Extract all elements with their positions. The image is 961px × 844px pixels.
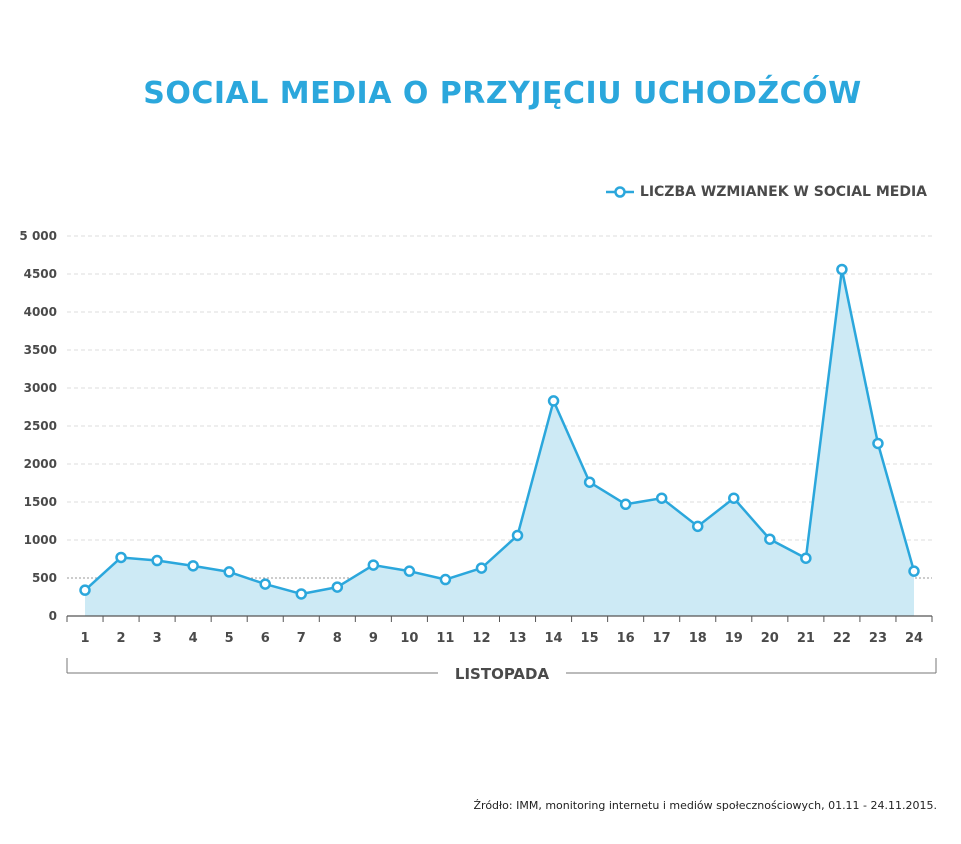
source-note: Źródło: IMM, monitoring internetu i medi… [473, 799, 937, 812]
y-tick-label: 3000 [24, 381, 57, 395]
chart-title: SOCIAL MEDIA O PRZYJĘCIU UCHODŹCÓW [143, 76, 862, 111]
x-tick-label: 11 [436, 631, 454, 646]
x-tick-label: 13 [508, 631, 526, 646]
data-point [295, 588, 308, 600]
x-tick-label: 5 [225, 631, 234, 646]
data-point [764, 533, 776, 545]
x-tick-label: 23 [869, 631, 887, 646]
x-tick-label: 2 [117, 631, 126, 646]
data-points [79, 263, 920, 600]
data-point [800, 552, 812, 564]
data-point [908, 565, 920, 577]
x-tick-label: 12 [472, 631, 490, 646]
x-tick-label: 16 [617, 631, 635, 646]
legend-line-marker-icon [605, 186, 634, 198]
x-tick-label: 17 [653, 631, 671, 646]
data-point [367, 559, 380, 571]
data-point [619, 498, 632, 511]
x-tick-label: 1 [80, 631, 89, 646]
x-tick-label: 14 [545, 631, 563, 646]
x-tick-label: 21 [797, 631, 815, 646]
area-fill-layer [85, 269, 914, 616]
x-tick-label: 19 [725, 631, 743, 646]
x-axis [66, 615, 933, 622]
grid-lines [67, 235, 932, 579]
y-tick-label: 0 [49, 609, 57, 623]
y-tick-label: 4000 [24, 305, 57, 319]
x-axis-label: LISTOPADA [455, 665, 550, 683]
y-tick-label: 1500 [24, 495, 57, 509]
x-tick-label: 18 [689, 631, 707, 646]
chart-legend: LICZBA WZMIANEK W SOCIAL MEDIA [605, 184, 927, 200]
y-tick-label: 4500 [24, 267, 57, 281]
data-point [475, 562, 488, 574]
y-axis-ticks: 0 500 1000 1500 2000 2500 3000 3500 4000 4500 5 00… [19, 229, 57, 623]
y-tick-label: 2500 [24, 419, 57, 433]
data-point [79, 584, 91, 596]
x-tick-label: 8 [333, 631, 342, 646]
data-point [187, 560, 199, 572]
y-tick-label: 2000 [24, 457, 57, 471]
data-point [728, 492, 740, 504]
x-tick-label: 10 [400, 631, 418, 646]
series-area [85, 269, 914, 616]
x-axis-ticks: 1 2 3 4 5 6 7 8 9 10 11 12 13 14 15 16 17 18 19 20 21 22 23 24 [80, 631, 923, 646]
data-point [259, 578, 271, 590]
x-tick-label: 15 [581, 631, 599, 646]
data-point [655, 492, 668, 504]
data-point [223, 566, 235, 578]
series-line-layer [84, 268, 916, 596]
y-tick-label: 3500 [24, 343, 57, 357]
x-axis-bracket: LISTOPADA [66, 658, 937, 683]
data-point [331, 581, 344, 593]
series-line [84, 268, 916, 596]
x-tick-label: 4 [189, 631, 198, 646]
y-tick-label: 1000 [24, 533, 57, 547]
x-tick-label: 3 [153, 631, 162, 646]
x-tick-label: 20 [761, 631, 779, 646]
data-point [439, 573, 452, 586]
data-point [836, 263, 848, 276]
data-point [547, 395, 560, 407]
y-tick-label: 5 000 [19, 229, 57, 243]
x-tick-label: 9 [369, 631, 378, 646]
data-point [691, 520, 704, 533]
legend-label: LICZBA WZMIANEK W SOCIAL MEDIA [639, 184, 927, 200]
x-tick-label: 24 [905, 631, 923, 646]
x-tick-label: 6 [261, 631, 270, 646]
data-point [403, 565, 416, 577]
x-tick-label: 22 [833, 631, 851, 646]
data-point [583, 476, 596, 488]
data-point [151, 554, 163, 567]
y-tick-label: 500 [32, 571, 57, 585]
x-tick-label: 7 [297, 631, 306, 646]
data-point [872, 437, 884, 450]
data-point [115, 551, 127, 564]
data-point [511, 529, 524, 542]
